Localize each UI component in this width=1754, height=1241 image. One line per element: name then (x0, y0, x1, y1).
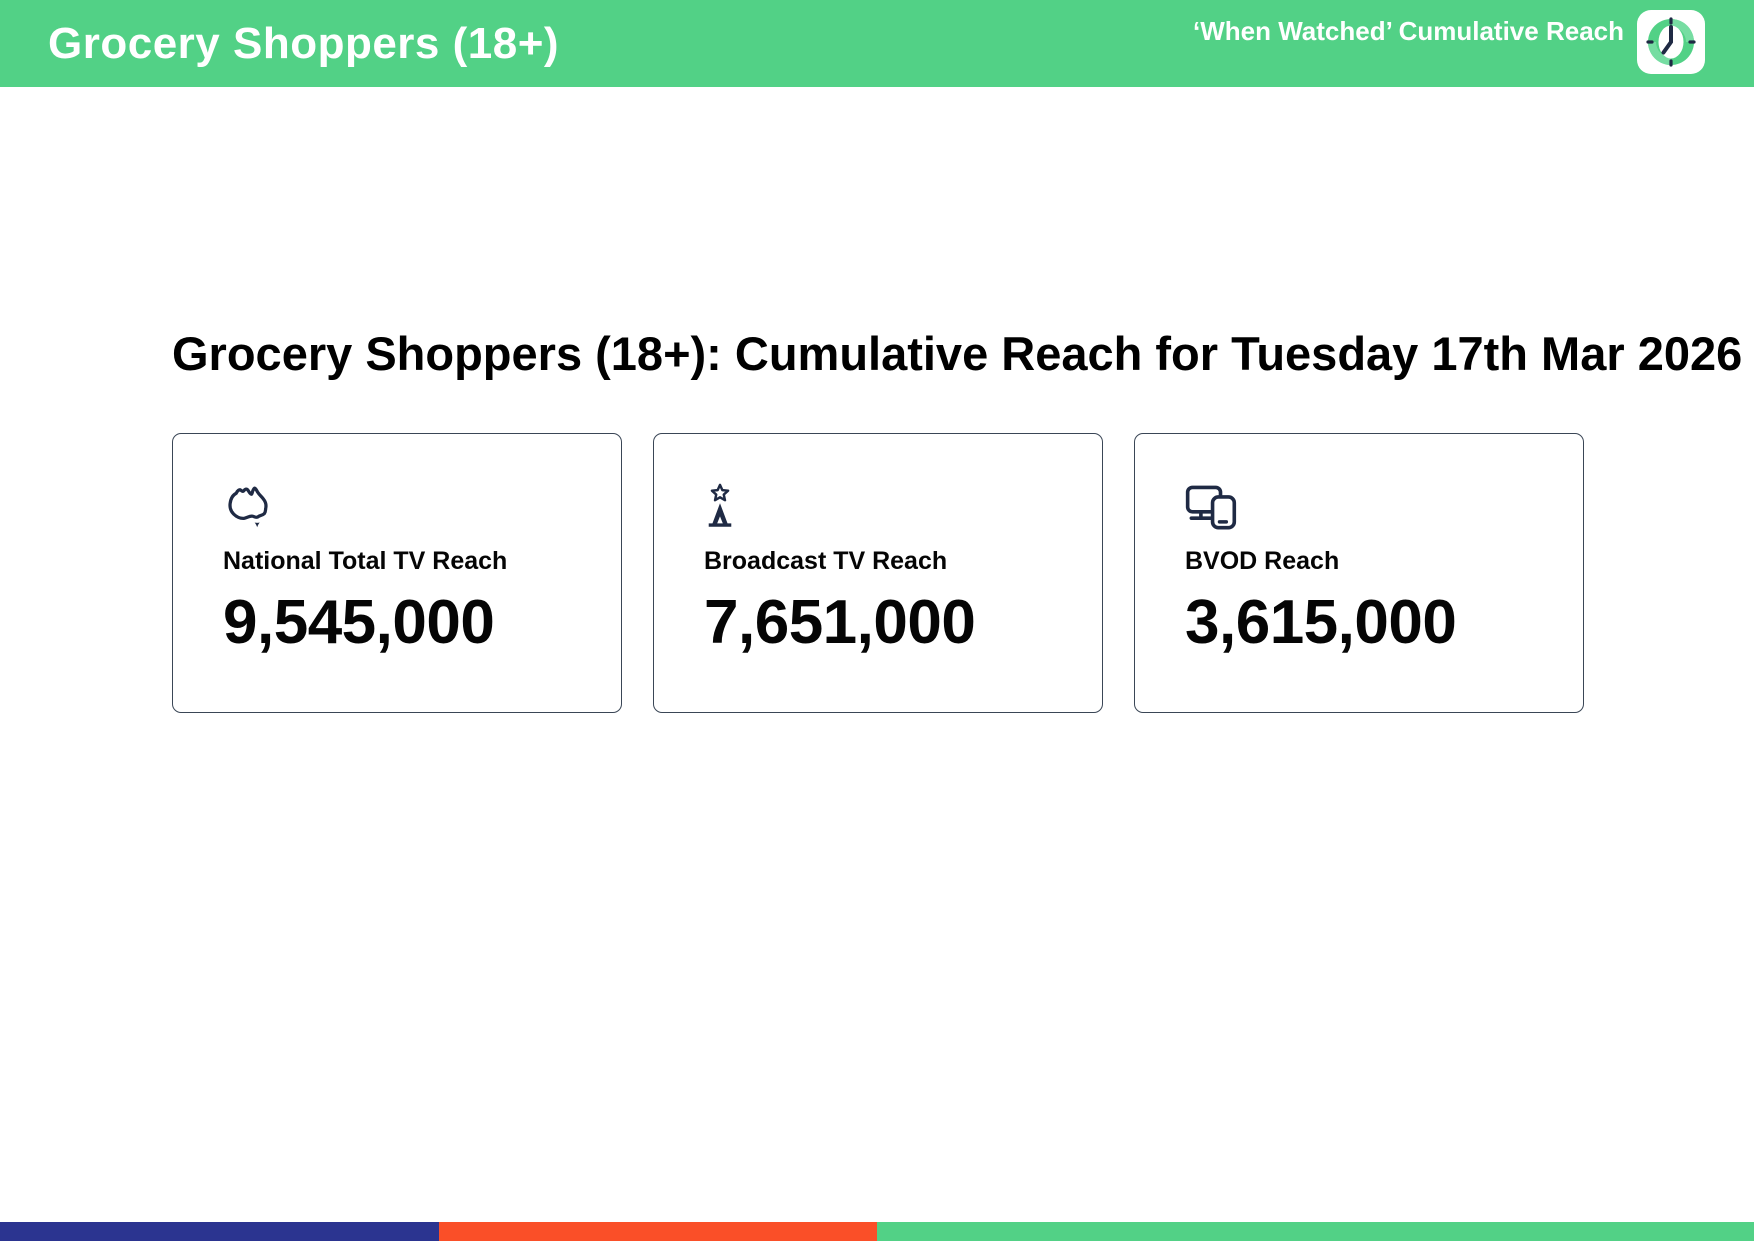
card-label: BVOD Reach (1185, 547, 1340, 575)
page-heading: Grocery Shoppers (18+): Cumulative Reach… (172, 327, 1743, 380)
cards-row: National Total TV Reach 9,545,000 Broadc… (172, 433, 1584, 713)
app-header: Grocery Shoppers (18+) ‘When Watched’ Cu… (0, 0, 1754, 87)
footer-color-bar (0, 1222, 1754, 1241)
broadcast-tower-icon (708, 483, 732, 527)
app-title: Grocery Shoppers (18+) (48, 18, 560, 68)
card-label: Broadcast TV Reach (704, 547, 948, 575)
card-national-total-tv-reach: National Total TV Reach 9,545,000 (172, 433, 622, 713)
footer-navy-segment (0, 1222, 439, 1241)
card-value: 9,545,000 (223, 588, 495, 657)
clock-icon[interactable] (1637, 10, 1705, 74)
card-broadcast-tv-reach: Broadcast TV Reach 7,651,000 (653, 433, 1103, 713)
header-subtitle: ‘When Watched’ Cumulative Reach (1192, 16, 1624, 46)
card-bvod-reach: BVOD Reach 3,615,000 (1134, 433, 1584, 713)
footer-green-segment (877, 1222, 1754, 1241)
header-right-group: ‘When Watched’ Cumulative Reach (1193, 10, 1705, 74)
footer-orange-segment (438, 1222, 877, 1241)
card-value: 7,651,000 (704, 588, 976, 657)
australia-map-icon (228, 486, 268, 528)
card-value: 3,615,000 (1185, 588, 1457, 657)
card-label: National Total TV Reach (223, 547, 508, 575)
devices-icon (1185, 485, 1237, 530)
